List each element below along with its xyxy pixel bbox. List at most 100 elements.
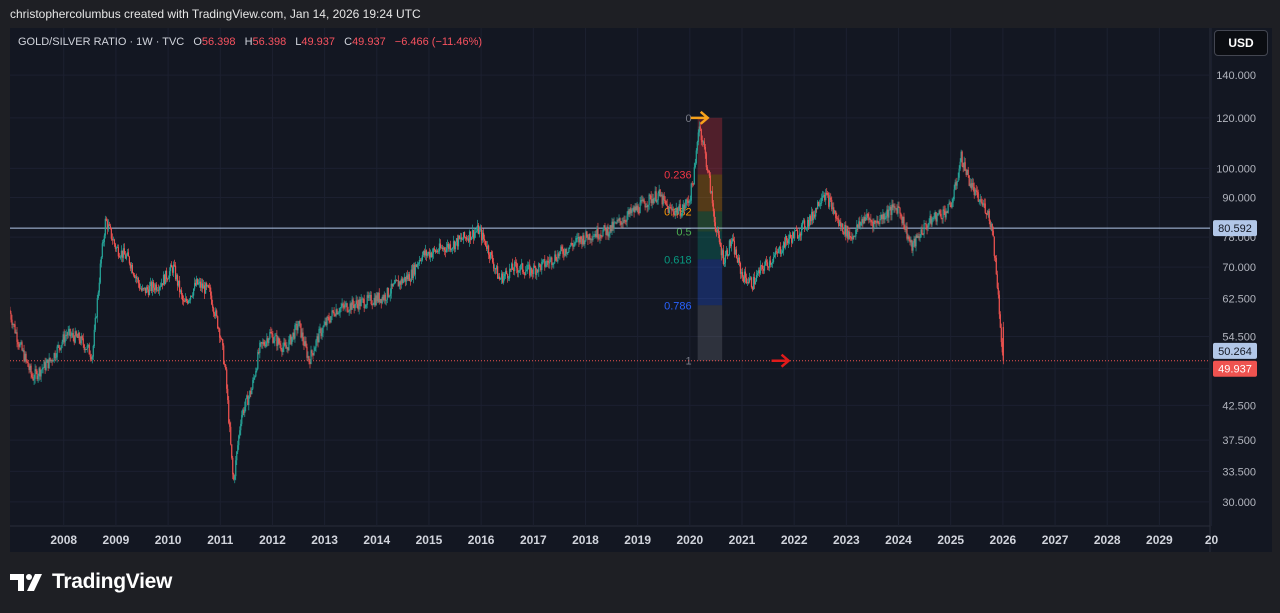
candle-body [51,359,53,362]
candle-body [844,224,846,235]
candle-body [326,317,328,326]
candle-body [185,298,188,301]
candle-body [328,317,330,321]
candle-body [850,237,852,238]
candle-body [649,194,651,196]
candle-body [13,324,15,325]
candle-body [586,231,588,238]
candle-body [180,290,183,295]
candle-body [466,238,469,240]
candle-body [839,221,841,227]
candle-body [988,210,990,222]
candle-body [429,252,432,258]
candle-body [239,430,241,436]
candle-body [937,213,939,216]
candle-body [662,195,664,205]
candle-body [871,221,873,223]
candle-body [717,229,719,235]
candle-body [181,294,184,301]
candle-body [59,347,61,350]
candle-body [199,281,201,283]
candle-body [209,287,211,289]
candle-body [646,206,648,208]
candle-body [898,206,900,208]
candle-body [569,246,571,248]
candle-body [346,303,348,312]
candle-body [679,204,681,217]
fib-zone [697,305,723,361]
candle-body [953,189,955,200]
candle-body [280,344,282,350]
candle-body [668,207,670,213]
candle-body [552,264,554,266]
candle-body [770,262,773,265]
candle-body [570,242,572,247]
candle-body [886,209,888,217]
candle-body [71,333,73,336]
candle-body [979,199,981,202]
candle-body [984,203,986,213]
symbol-name[interactable]: GOLD/SILVER RATIO · 1W · TVC [18,36,185,48]
candle-body [263,342,265,345]
candle-body [225,364,227,370]
candle-body [915,235,917,247]
candle-body [50,359,52,362]
candle-body [794,231,796,239]
candle-body [210,287,212,296]
candle-body [317,336,319,343]
candle-body [440,247,443,249]
candle-body [91,356,93,360]
chart-panel[interactable]: 140.000 120.000 100.000 90.000 78.000 70.000 6… [10,28,1272,552]
candle-body [27,361,29,367]
candle-body [746,282,749,284]
tradingview-logo-icon [10,574,42,591]
candle-body [721,250,723,256]
candle-body [651,199,653,204]
candle-body [308,356,310,363]
candle-body [596,227,598,238]
candle-body [179,290,182,293]
candle-body [828,195,830,207]
candle-body [792,232,794,243]
candle-body [846,226,848,237]
candle-body [511,263,513,270]
candle-body [961,151,963,167]
candle-body [490,252,492,259]
candle-body [921,229,923,235]
candle-body [605,228,607,235]
x-tick-label: 2015 [416,533,443,547]
candle-body [970,183,972,189]
candle-body [908,236,910,240]
symbol-legend: GOLD/SILVER RATIO · 1W · TVC O56.398 H56… [18,36,482,48]
tradingview-logo[interactable]: TradingView [10,570,172,594]
candle-body [355,300,357,305]
candle-body [845,224,847,237]
candle-body [104,218,106,236]
candle-body [281,349,283,352]
candle-body [36,371,38,380]
candle-body [249,390,251,397]
candle-body [594,234,596,237]
candle-body [762,268,765,271]
y-tick-label: 42.500 [1222,400,1256,412]
candle-body [314,347,316,351]
candle-body [763,265,766,271]
candle-body [612,221,614,229]
candle-body [276,335,278,346]
candle-body [809,215,811,227]
candle-body [367,295,369,298]
candle-body [243,409,245,413]
candle-body [400,278,402,285]
candle-body [657,193,659,201]
candle-body [793,232,795,239]
candle-body [593,236,595,238]
candle-body [889,206,891,211]
price-chart[interactable]: 140.000120.000100.00090.00078.00070.0006… [10,28,1272,552]
candle-body [452,241,455,248]
candle-body [912,242,914,251]
currency-button[interactable]: USD [1214,30,1268,56]
candle-body [683,204,685,209]
x-tick-label: 2014 [363,533,390,547]
candle-body [978,201,980,203]
candle-body [918,236,920,238]
